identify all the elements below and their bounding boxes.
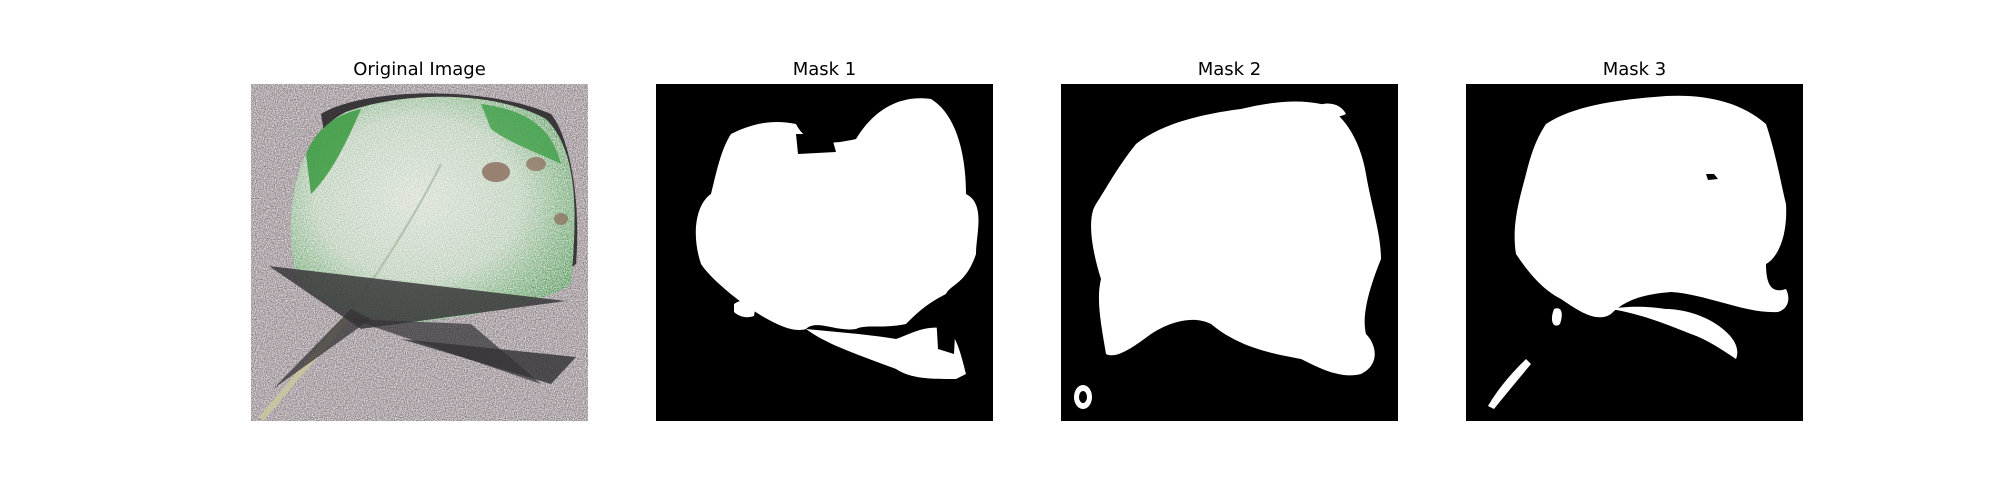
mask-region [1091, 101, 1381, 376]
mask-2-panel [1061, 84, 1398, 421]
mask-region [1514, 95, 1789, 318]
mask-2-image [1061, 84, 1398, 421]
mask-hole [936, 314, 956, 354]
original-image-panel [251, 84, 588, 421]
leaf-brown-spot [482, 162, 510, 182]
mask-region [1311, 103, 1346, 118]
mask-region [1551, 308, 1562, 326]
mask-hole [796, 134, 836, 154]
triangle-shadow-3 [351, 319, 541, 384]
triangle-shadow-4 [273, 309, 371, 389]
original-leaf-photo [251, 84, 588, 421]
leaf-brown-spot [526, 157, 546, 171]
leaf-brown-spot [554, 213, 568, 225]
triangle-shadow-1 [269, 266, 566, 329]
mask-region [734, 300, 756, 318]
mask-region [1488, 359, 1531, 409]
mask-1-image [656, 84, 993, 421]
mask-3-image [1466, 84, 1803, 421]
mask-region [695, 98, 979, 330]
mask-region [806, 327, 966, 379]
panel-title-mask-2: Mask 2 [1197, 59, 1262, 80]
mask-1-panel [656, 84, 993, 421]
mask-speck-hole [1079, 391, 1087, 403]
leaf-blade [290, 96, 575, 322]
leaf-green-edge [306, 109, 361, 194]
mask-region [1611, 306, 1738, 359]
panel-title-original-image: Original Image [353, 59, 486, 80]
mask-hole [1706, 174, 1718, 180]
panel-title-mask-1: Mask 1 [792, 59, 857, 80]
leaf-green-patch [481, 104, 561, 164]
panel-title-mask-3: Mask 3 [1602, 59, 1667, 80]
mask-3-panel [1466, 84, 1803, 421]
